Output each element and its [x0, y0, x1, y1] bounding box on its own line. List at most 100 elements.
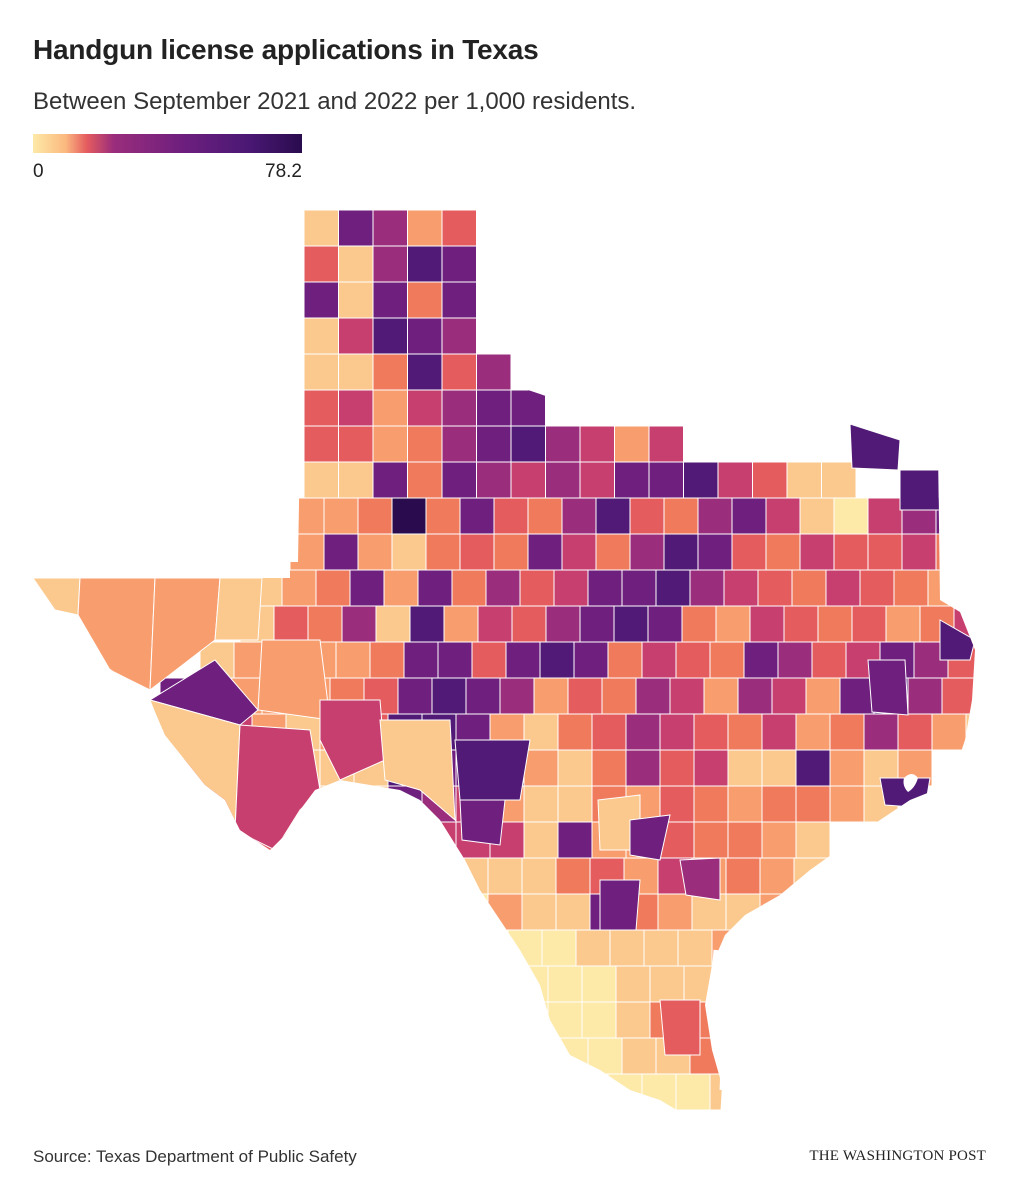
- county-cell: [459, 533, 495, 571]
- county-cell: [407, 353, 443, 391]
- county-cell: [539, 641, 575, 679]
- county-cell: [523, 749, 559, 787]
- county-cell: [799, 533, 835, 571]
- county-cell: [759, 893, 795, 931]
- county-cell: [417, 569, 453, 607]
- county-cell: [441, 461, 477, 499]
- county-cell: [629, 533, 665, 571]
- county-cell: [409, 605, 445, 643]
- page-subtitle: Between September 2021 and 2022 per 1,00…: [33, 88, 637, 115]
- county-cell: [693, 821, 729, 859]
- county-cell: [885, 605, 921, 643]
- county-cell: [683, 461, 719, 499]
- county-cell: [521, 857, 557, 895]
- county-cell: [761, 749, 797, 787]
- county-cell: [379, 719, 456, 822]
- county-cell: [897, 713, 933, 751]
- county-cell: [587, 569, 623, 607]
- county-cell: [727, 749, 763, 787]
- county-cell: [505, 641, 541, 679]
- county-cell: [421, 821, 457, 859]
- county-cell: [825, 569, 861, 607]
- county-cell: [323, 533, 359, 571]
- source-note: Source: Texas Department of Public Safet…: [33, 1147, 357, 1166]
- county-cell: [731, 497, 767, 535]
- county-cell: [234, 724, 321, 851]
- county-cell: [439, 929, 475, 967]
- county-cell: [149, 785, 185, 823]
- county-cell: [555, 893, 591, 931]
- county-cell: [693, 749, 729, 787]
- county-cell: [629, 814, 671, 861]
- county-cell: [601, 677, 637, 715]
- county-cell: [303, 281, 339, 319]
- county-cell: [761, 785, 797, 823]
- county-cell: [657, 893, 693, 931]
- county-cell: [595, 497, 631, 535]
- county-cell: [507, 929, 543, 967]
- county-cell: [663, 533, 699, 571]
- county-cell: [476, 461, 512, 499]
- county-cell: [715, 605, 751, 643]
- county-cell: [777, 641, 813, 679]
- county-cell: [771, 677, 807, 715]
- county-cell: [519, 1037, 555, 1075]
- county-cell: [629, 497, 665, 535]
- legend-max-label: 78.2: [265, 161, 302, 182]
- county-cell: [709, 641, 745, 679]
- county-cell: [996, 570, 1017, 606]
- county-cell: [829, 713, 865, 751]
- county-cell: [453, 893, 489, 931]
- county-cell: [1004, 498, 1017, 534]
- county-cell: [476, 353, 512, 391]
- county-cell: [709, 1073, 745, 1111]
- county-cell: [965, 713, 975, 751]
- county-cell: [737, 677, 773, 715]
- county-cell: [214, 577, 263, 641]
- county-cell: [545, 425, 581, 463]
- county-cell: [679, 857, 721, 901]
- county-cell: [338, 425, 374, 463]
- county-cell: [587, 1037, 623, 1075]
- county-cell: [338, 317, 374, 355]
- county-cell: [77, 577, 156, 691]
- county-cell: [353, 785, 389, 823]
- county-cell: [303, 461, 339, 499]
- county-cell: [573, 1073, 609, 1111]
- county-cell: [791, 569, 827, 607]
- county-cell: [795, 821, 831, 859]
- county-cell: [821, 461, 857, 499]
- county-cell: [647, 605, 683, 643]
- county-cell: [357, 497, 393, 535]
- county-cell: [419, 857, 455, 895]
- county-cell: [691, 893, 727, 931]
- county-cell: [757, 569, 793, 607]
- county-cell: [743, 641, 779, 679]
- county-cell: [441, 317, 477, 355]
- county-cell: [477, 605, 513, 643]
- county-cell: [465, 677, 501, 715]
- county-cell: [557, 713, 593, 751]
- county-cell: [487, 893, 523, 931]
- county-cell: [473, 929, 509, 967]
- county-cell: [761, 713, 797, 751]
- county-cell: [599, 879, 641, 931]
- county-cell: [338, 461, 374, 499]
- county-cell: [454, 739, 531, 801]
- county-cell: [391, 497, 427, 535]
- county-cell: [341, 605, 377, 643]
- county-cell: [441, 425, 477, 463]
- county-cell: [833, 533, 869, 571]
- county-cell: [829, 785, 865, 823]
- county-cell: [510, 389, 546, 427]
- county-cell: [561, 497, 597, 535]
- county-cell: [663, 497, 699, 535]
- county-cell: [303, 425, 339, 463]
- county-cell: [149, 821, 185, 859]
- county-cell: [615, 1001, 651, 1039]
- county-cell: [372, 281, 408, 319]
- county-cell: [893, 569, 929, 607]
- county-cell: [441, 281, 477, 319]
- county-cell: [519, 569, 555, 607]
